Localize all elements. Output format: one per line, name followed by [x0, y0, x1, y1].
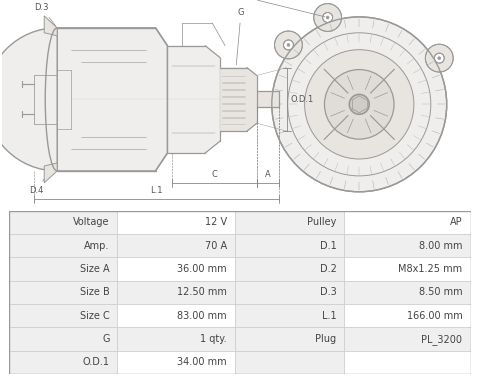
Circle shape	[314, 4, 342, 32]
Text: Size C: Size C	[80, 311, 110, 321]
Bar	[235, 304, 344, 327]
Bar	[344, 304, 471, 327]
Bar	[9, 234, 118, 257]
Text: Pulley: Pulley	[307, 217, 336, 227]
Polygon shape	[44, 163, 57, 183]
Text: L.1: L.1	[322, 311, 336, 321]
Text: Plug: Plug	[315, 334, 336, 344]
Polygon shape	[220, 68, 257, 131]
Text: D.1: D.1	[320, 241, 336, 251]
Circle shape	[326, 16, 329, 19]
Text: D.4: D.4	[29, 179, 44, 195]
Circle shape	[349, 94, 369, 114]
Bar	[118, 304, 235, 327]
Text: 34.00 mm: 34.00 mm	[178, 358, 227, 367]
Text: 83.00 mm: 83.00 mm	[178, 311, 227, 321]
Text: O.D.1: O.D.1	[291, 95, 314, 104]
Polygon shape	[168, 46, 220, 153]
Bar	[235, 211, 344, 234]
Text: Size A: Size A	[80, 264, 110, 274]
Bar	[235, 327, 344, 351]
Bar	[9, 351, 118, 374]
Bar	[235, 280, 344, 304]
Bar	[118, 327, 235, 351]
Bar	[344, 234, 471, 257]
Bar	[344, 351, 471, 374]
Circle shape	[323, 12, 333, 23]
Text: 166.00 mm: 166.00 mm	[407, 311, 462, 321]
Bar	[344, 280, 471, 304]
Circle shape	[438, 57, 441, 60]
Bar	[9, 257, 118, 280]
Text: Size B: Size B	[80, 287, 110, 297]
Bar	[9, 304, 118, 327]
Bar	[235, 234, 344, 257]
Bar	[118, 280, 235, 304]
Bar	[9, 327, 118, 351]
Circle shape	[287, 44, 290, 46]
Text: D.3: D.3	[34, 3, 56, 26]
Bar	[344, 327, 471, 351]
Text: Amp.: Amp.	[84, 241, 110, 251]
Text: M8x1.25 mm: M8x1.25 mm	[398, 264, 462, 274]
Circle shape	[275, 31, 302, 59]
Text: 8.50 mm: 8.50 mm	[419, 287, 462, 297]
Polygon shape	[44, 16, 57, 36]
Text: D.1: D.1	[238, 0, 325, 17]
Bar	[118, 234, 235, 257]
Text: A: A	[265, 170, 271, 179]
Bar	[235, 351, 344, 374]
Text: D.3: D.3	[320, 287, 336, 297]
Text: Voltage: Voltage	[73, 217, 110, 227]
Text: C: C	[212, 170, 217, 179]
Circle shape	[425, 44, 453, 72]
Text: 70 A: 70 A	[205, 241, 227, 251]
Text: 8.00 mm: 8.00 mm	[419, 241, 462, 251]
Wedge shape	[0, 28, 57, 171]
Circle shape	[284, 40, 293, 50]
Bar	[118, 351, 235, 374]
Text: O.D.1: O.D.1	[83, 358, 110, 367]
Text: AP: AP	[450, 217, 462, 227]
Circle shape	[288, 33, 431, 176]
Circle shape	[324, 70, 394, 139]
Text: PL_3200: PL_3200	[421, 334, 462, 344]
Text: 12.50 mm: 12.50 mm	[177, 287, 227, 297]
Bar	[9, 211, 118, 234]
Bar	[344, 257, 471, 280]
Text: D.2: D.2	[320, 264, 336, 274]
Circle shape	[305, 50, 414, 159]
Bar	[344, 211, 471, 234]
Polygon shape	[57, 28, 168, 171]
Bar	[9, 280, 118, 304]
Text: G: G	[102, 334, 110, 344]
Text: 36.00 mm: 36.00 mm	[178, 264, 227, 274]
Circle shape	[434, 53, 444, 63]
Bar	[118, 211, 235, 234]
Text: 1 qty.: 1 qty.	[201, 334, 227, 344]
Text: L.1: L.1	[150, 186, 163, 195]
Text: G: G	[236, 8, 244, 65]
Bar	[235, 257, 344, 280]
Bar	[118, 257, 235, 280]
FancyBboxPatch shape	[257, 91, 279, 107]
Text: D.2: D.2	[0, 375, 1, 376]
Circle shape	[272, 17, 447, 192]
Text: 12 V: 12 V	[205, 217, 227, 227]
